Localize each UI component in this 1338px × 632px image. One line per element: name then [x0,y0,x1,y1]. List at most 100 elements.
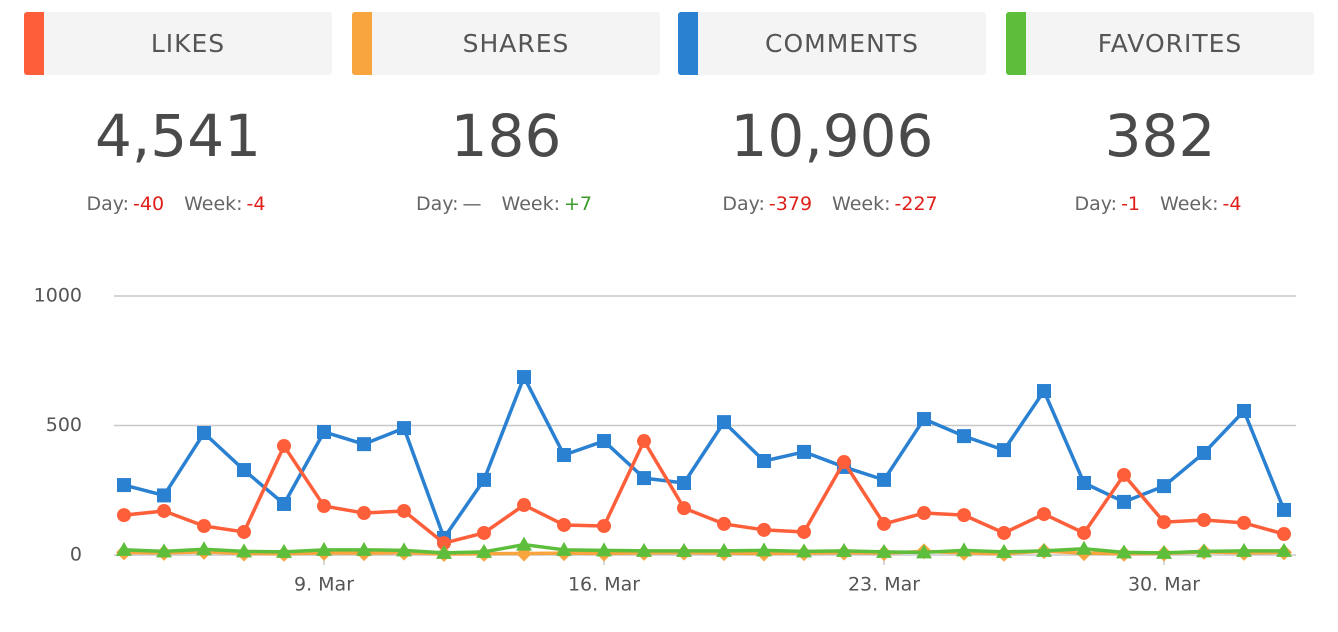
point [1237,515,1251,530]
point [1277,502,1291,517]
point [797,444,811,459]
point [597,434,611,449]
y-tick-label: 0 [70,544,82,566]
point [117,508,131,523]
y-tick-label: 1000 [34,285,82,307]
day-label: Day: [415,193,459,215]
point [157,488,171,503]
day-value: -40 [133,193,165,215]
point [877,516,891,531]
y-tick-label: 500 [46,414,82,436]
stat-cards: LIKES 4,541 Day: -40 Week: -4 SHARES 186 Day: — We… [0,0,1338,240]
point [997,525,1011,540]
week-value: -227 [894,193,938,215]
point [1157,479,1171,494]
point [1197,445,1211,460]
point [1157,515,1171,530]
point [276,543,292,558]
point [277,438,291,453]
card-title: LIKES [150,29,226,58]
point [197,426,211,441]
point [717,516,731,531]
point [557,517,571,532]
day-value: — [462,193,482,215]
point [517,498,531,513]
card-title: COMMENTS [765,29,919,58]
point [1197,513,1211,528]
point [877,472,891,487]
point [876,543,892,558]
point [476,543,492,558]
week-value: +7 [564,193,593,215]
point [1076,540,1092,555]
point [1117,494,1131,509]
point [717,415,731,430]
point [1077,525,1091,540]
point [196,541,212,556]
point [437,536,451,551]
card-header: LIKES [24,12,332,75]
point [157,503,171,518]
point [477,525,491,540]
point [357,437,371,452]
point [357,506,371,521]
point [117,478,131,493]
total-value: 382 [1104,102,1216,170]
point [236,543,252,558]
point [1117,467,1131,482]
point [957,508,971,523]
point [116,541,132,556]
point [957,429,971,444]
point [1276,542,1292,557]
point [597,518,611,533]
point [477,472,491,487]
x-tick-label: 23. Mar [848,574,920,596]
point [1236,542,1252,557]
stat-card: COMMENTS 10,906 Day: -379 Week: -227 [678,12,986,215]
point [397,503,411,518]
point [1277,527,1291,542]
week-label: Week: [832,193,891,215]
day-label: Day: [86,193,130,215]
point [677,475,691,490]
point [557,448,571,463]
card-header: COMMENTS [678,12,986,75]
point [517,370,531,385]
day-value: -1 [1121,193,1141,215]
point [396,542,412,557]
series-line [123,375,1286,540]
color-bar [352,12,372,75]
delta-row: Day: -1 Week: -4 [1006,193,1314,215]
card-header: FAVORITES [1006,12,1314,75]
point [796,543,812,558]
color-bar [1006,12,1026,75]
point [797,524,811,539]
week-value: -4 [246,193,266,215]
point [757,453,771,468]
color-bar [24,12,44,75]
point [677,501,691,516]
delta-row: Day: — Week: +7 [352,193,660,215]
stat-card: SHARES 186 Day: — Week: +7 [352,12,660,215]
point [556,541,572,556]
point [1037,384,1051,399]
stat-card: LIKES 4,541 Day: -40 Week: -4 [24,12,332,215]
week-label: Week: [1160,193,1219,215]
point [956,542,972,557]
week-value: -4 [1222,193,1242,215]
point [237,463,251,478]
day-value: -379 [768,193,813,215]
series-line [123,439,1285,545]
point [1116,544,1132,559]
point [916,544,932,559]
point [637,434,651,449]
day-label: Day: [1074,193,1118,215]
point [757,522,771,537]
point [596,542,612,557]
point [197,518,211,533]
total-value: 10,906 [730,102,934,170]
point [917,412,931,427]
point [836,542,852,557]
point [756,542,772,557]
point [1237,403,1251,418]
